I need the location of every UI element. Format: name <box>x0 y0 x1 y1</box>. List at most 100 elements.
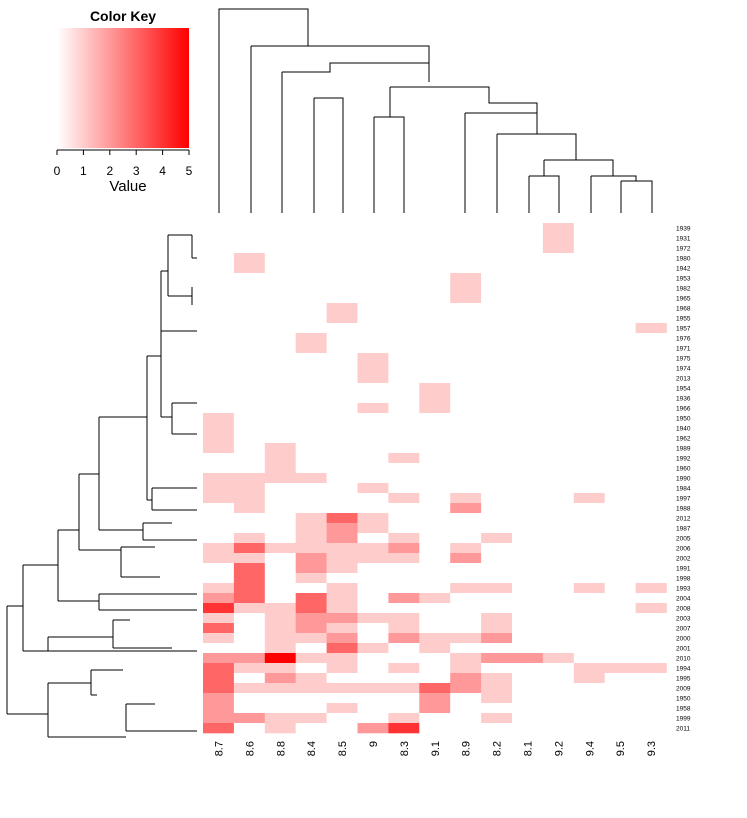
row-label: 2011 <box>676 726 690 733</box>
heatmap-cell <box>512 643 544 654</box>
heatmap-cell <box>233 483 266 494</box>
heatmap-cell <box>388 293 420 304</box>
heatmap-cell <box>481 643 513 654</box>
heatmap-cell <box>573 373 605 384</box>
heatmap-cell <box>542 703 575 714</box>
heatmap-cell <box>264 553 296 564</box>
heatmap-cell <box>264 253 296 264</box>
heatmap-cell <box>203 623 235 634</box>
heatmap-cell <box>481 613 513 624</box>
heatmap-cell <box>635 643 667 654</box>
column-label: 9.4 <box>584 741 596 756</box>
heatmap-cell <box>604 443 636 454</box>
heatmap-cell <box>233 433 266 444</box>
heatmap-cell <box>326 303 358 314</box>
heatmap-cell <box>573 693 605 704</box>
heatmap-cell <box>573 303 605 314</box>
heatmap-cell <box>357 463 389 474</box>
heatmap-cell <box>326 623 358 634</box>
heatmap-cell <box>419 693 451 704</box>
heatmap-cell <box>233 703 266 714</box>
heatmap-cell <box>295 663 327 674</box>
heatmap-cell <box>635 323 667 334</box>
heatmap-cell <box>295 313 327 324</box>
heatmap-cell <box>295 603 327 614</box>
heatmap-cell <box>203 423 235 434</box>
heatmap-cell <box>419 413 451 424</box>
heatmap-cell <box>450 383 482 394</box>
heatmap-cell <box>450 643 482 654</box>
heatmap-cell <box>264 483 296 494</box>
heatmap-cell <box>295 523 327 534</box>
heatmap-cell <box>357 493 389 504</box>
heatmap-cell <box>450 683 482 694</box>
color-key-tick-label: 1 <box>80 164 87 178</box>
heatmap-cell <box>326 453 358 464</box>
heatmap-cell <box>635 413 667 424</box>
heatmap-cell <box>264 333 296 344</box>
heatmap-cell <box>573 603 605 614</box>
heatmap-cell <box>233 683 266 694</box>
heatmap-cell <box>419 633 451 644</box>
heatmap-cell <box>295 253 327 264</box>
heatmap-cell <box>512 693 544 704</box>
heatmap-cell <box>604 653 636 664</box>
heatmap-cell <box>233 473 266 484</box>
heatmap-cell <box>326 313 358 324</box>
heatmap-cell <box>573 323 605 334</box>
heatmap-cell <box>295 423 327 434</box>
heatmap-cell <box>264 523 296 534</box>
heatmap-cell <box>450 243 482 254</box>
heatmap-cell <box>357 643 389 654</box>
heatmap-cell <box>481 593 513 604</box>
heatmap-cell <box>233 533 266 544</box>
heatmap-cell <box>233 233 266 244</box>
heatmap-cell <box>264 263 296 274</box>
heatmap-cell <box>233 403 266 414</box>
heatmap-cell <box>450 593 482 604</box>
heatmap-cell <box>573 573 605 584</box>
heatmap-cell <box>635 603 667 614</box>
heatmap-cell <box>388 683 420 694</box>
heatmap-cell <box>481 513 513 524</box>
heatmap-cell <box>203 513 235 524</box>
heatmap-cell <box>203 303 235 314</box>
heatmap-cell <box>326 323 358 334</box>
heatmap-cell <box>326 443 358 454</box>
heatmap-cell <box>542 383 575 394</box>
heatmap-cell <box>264 463 296 474</box>
heatmap-cell <box>542 563 575 574</box>
heatmap-cell <box>203 403 235 414</box>
row-label: 2007 <box>676 626 691 633</box>
row-label: 2013 <box>676 376 691 383</box>
heatmap-cell <box>388 393 420 404</box>
heatmap-cell <box>419 583 451 594</box>
heatmap-cell <box>542 393 575 404</box>
heatmap-cell <box>573 463 605 474</box>
heatmap-cell <box>481 233 513 244</box>
heatmap-cell <box>357 623 389 634</box>
heatmap-cell <box>264 353 296 364</box>
heatmap-cell <box>233 373 266 384</box>
row-label: 1939 <box>676 226 691 233</box>
heatmap-cell <box>604 493 636 504</box>
heatmap-cell <box>573 483 605 494</box>
heatmap-cell <box>233 713 266 724</box>
heatmap-cell <box>357 393 389 404</box>
heatmap-cell <box>542 593 575 604</box>
heatmap-cell <box>450 413 482 424</box>
heatmap-cell <box>604 503 636 514</box>
heatmap-cell <box>264 383 296 394</box>
heatmap-cell <box>357 233 389 244</box>
heatmap-cell <box>203 643 235 654</box>
heatmap-cell <box>481 353 513 364</box>
heatmap-cell <box>573 343 605 354</box>
heatmap-cell <box>388 593 420 604</box>
heatmap-cell <box>512 713 544 724</box>
heatmap-cell <box>264 583 296 594</box>
heatmap-cell <box>542 303 575 314</box>
heatmap-cell <box>357 583 389 594</box>
heatmap-cell <box>233 523 266 534</box>
heatmap-cell <box>635 403 667 414</box>
heatmap-cell <box>481 553 513 564</box>
